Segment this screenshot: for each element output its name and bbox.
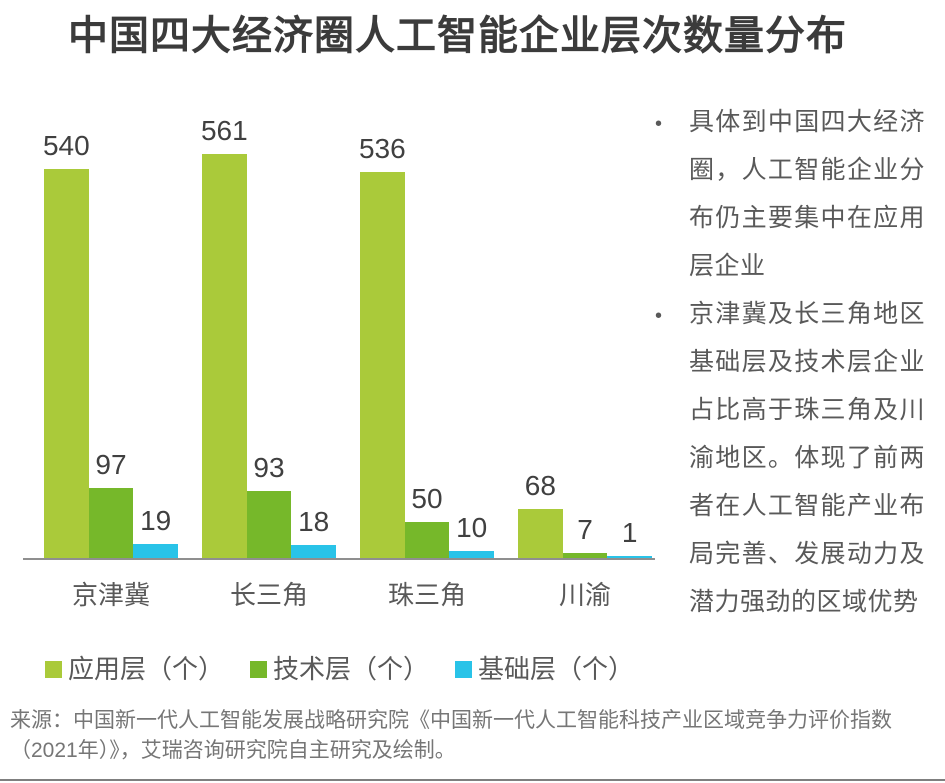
legend-swatch-icon bbox=[455, 660, 473, 678]
bar-group: 68 7 1 bbox=[518, 470, 653, 558]
bar-group: 561 93 18 bbox=[200, 115, 337, 558]
bar-value-label: 50 bbox=[411, 483, 443, 514]
bar-column: 536 bbox=[358, 133, 406, 558]
figure-content: 540 97 19 561 93 18 536 50 10 68 7 1 京津冀 长三角 珠三角 川渝 应用… bbox=[10, 98, 945, 684]
legend-swatch-icon bbox=[45, 660, 62, 678]
legend-label: 技术层（个） bbox=[273, 654, 430, 684]
bar-column: 18 bbox=[291, 506, 337, 558]
bar-value-label: 97 bbox=[95, 449, 127, 481]
bar bbox=[88, 488, 134, 558]
legend-swatch-icon bbox=[250, 660, 268, 678]
bars-area: 540 97 19 561 93 18 536 50 10 68 7 1 bbox=[23, 98, 655, 558]
bullet-text: 具体到中国四大经济圈，人工智能企业分布仍主要集中在应用层企业 bbox=[689, 108, 925, 280]
bar bbox=[404, 522, 450, 558]
bar-column: 7 bbox=[562, 513, 608, 558]
source-note: 来源：中国新一代人工智能发展战略研究院《中国新一代人工智能科技产业区域竞争力评价… bbox=[10, 709, 892, 762]
legend-item: 技术层（个） bbox=[250, 654, 429, 684]
bullet-icon: • bbox=[655, 305, 663, 327]
legend-label: 基础层（个） bbox=[478, 654, 635, 684]
legend-item: 基础层（个） bbox=[455, 654, 634, 684]
chart-legend: 应用层（个） 技术层（个） 基础层（个） bbox=[45, 654, 655, 684]
bullet-text: 京津冀及长三角地区基础层及技术层企业占比高于珠三角及川渝地区。体现了前两者在人工… bbox=[689, 300, 925, 616]
bar bbox=[44, 169, 89, 558]
grouped-bar-chart: 540 97 19 561 93 18 536 50 10 68 7 1 京津冀 长三角 珠三角 川渝 应用… bbox=[10, 98, 655, 684]
chart-plot-area: 540 97 19 561 93 18 536 50 10 68 7 1 bbox=[23, 98, 655, 560]
bar-value-label: 540 bbox=[42, 130, 90, 162]
category-label: 京津冀 bbox=[71, 580, 150, 610]
bar bbox=[607, 556, 653, 558]
bullet-item: • 具体到中国四大经济圈，人工智能企业分布仍主要集中在应用层企业 bbox=[655, 98, 945, 290]
bar-value-label: 19 bbox=[140, 505, 172, 537]
x-axis-category-labels: 京津冀 长三角 珠三角 川渝 bbox=[23, 580, 655, 610]
bar-column: 68 bbox=[518, 470, 563, 558]
bottom-divider bbox=[0, 779, 945, 781]
bar-column: 97 bbox=[88, 449, 134, 558]
bar-group: 540 97 19 bbox=[42, 130, 179, 558]
bar bbox=[246, 491, 292, 558]
category-label: 长三角 bbox=[229, 580, 308, 610]
bar-column: 540 bbox=[42, 130, 90, 558]
bar bbox=[360, 172, 405, 558]
bullet-item: • 京津冀及长三角地区基础层及技术层企业占比高于珠三角及川渝地区。体现了前两者在… bbox=[655, 290, 945, 626]
bar-column: 1 bbox=[607, 517, 653, 558]
bar-value-label: 68 bbox=[524, 470, 556, 502]
bar-column: 10 bbox=[449, 511, 495, 558]
bar-column: 561 bbox=[200, 115, 248, 558]
bar-column: 93 bbox=[246, 452, 292, 558]
category-label: 川渝 bbox=[558, 580, 611, 610]
bar-group: 536 50 10 bbox=[358, 133, 495, 558]
bar bbox=[202, 154, 247, 558]
page-title: 中国四大经济圈人工智能企业层次数量分布 bbox=[68, 14, 847, 58]
category-label: 珠三角 bbox=[387, 580, 466, 610]
bar-value-label: 93 bbox=[253, 452, 285, 484]
notes-panel: • 具体到中国四大经济圈，人工智能企业分布仍主要集中在应用层企业 • 京津冀及长… bbox=[655, 98, 945, 684]
legend-item: 应用层（个） bbox=[45, 654, 224, 684]
bar-value-label: 536 bbox=[358, 133, 406, 165]
bar-value-label: 7 bbox=[577, 513, 593, 545]
bar-value-label: 1 bbox=[621, 517, 638, 548]
bar-column: 50 bbox=[404, 483, 450, 558]
bar bbox=[449, 550, 495, 558]
bar bbox=[562, 552, 608, 558]
bar bbox=[133, 544, 179, 558]
bar bbox=[518, 509, 563, 558]
bar-value-label: 561 bbox=[200, 115, 248, 147]
bullet-icon: • bbox=[655, 113, 663, 135]
bar-column: 19 bbox=[133, 505, 179, 558]
bar bbox=[291, 545, 337, 558]
bar-value-label: 10 bbox=[456, 511, 488, 543]
legend-label: 应用层（个） bbox=[68, 654, 225, 684]
bar-value-label: 18 bbox=[298, 506, 330, 538]
